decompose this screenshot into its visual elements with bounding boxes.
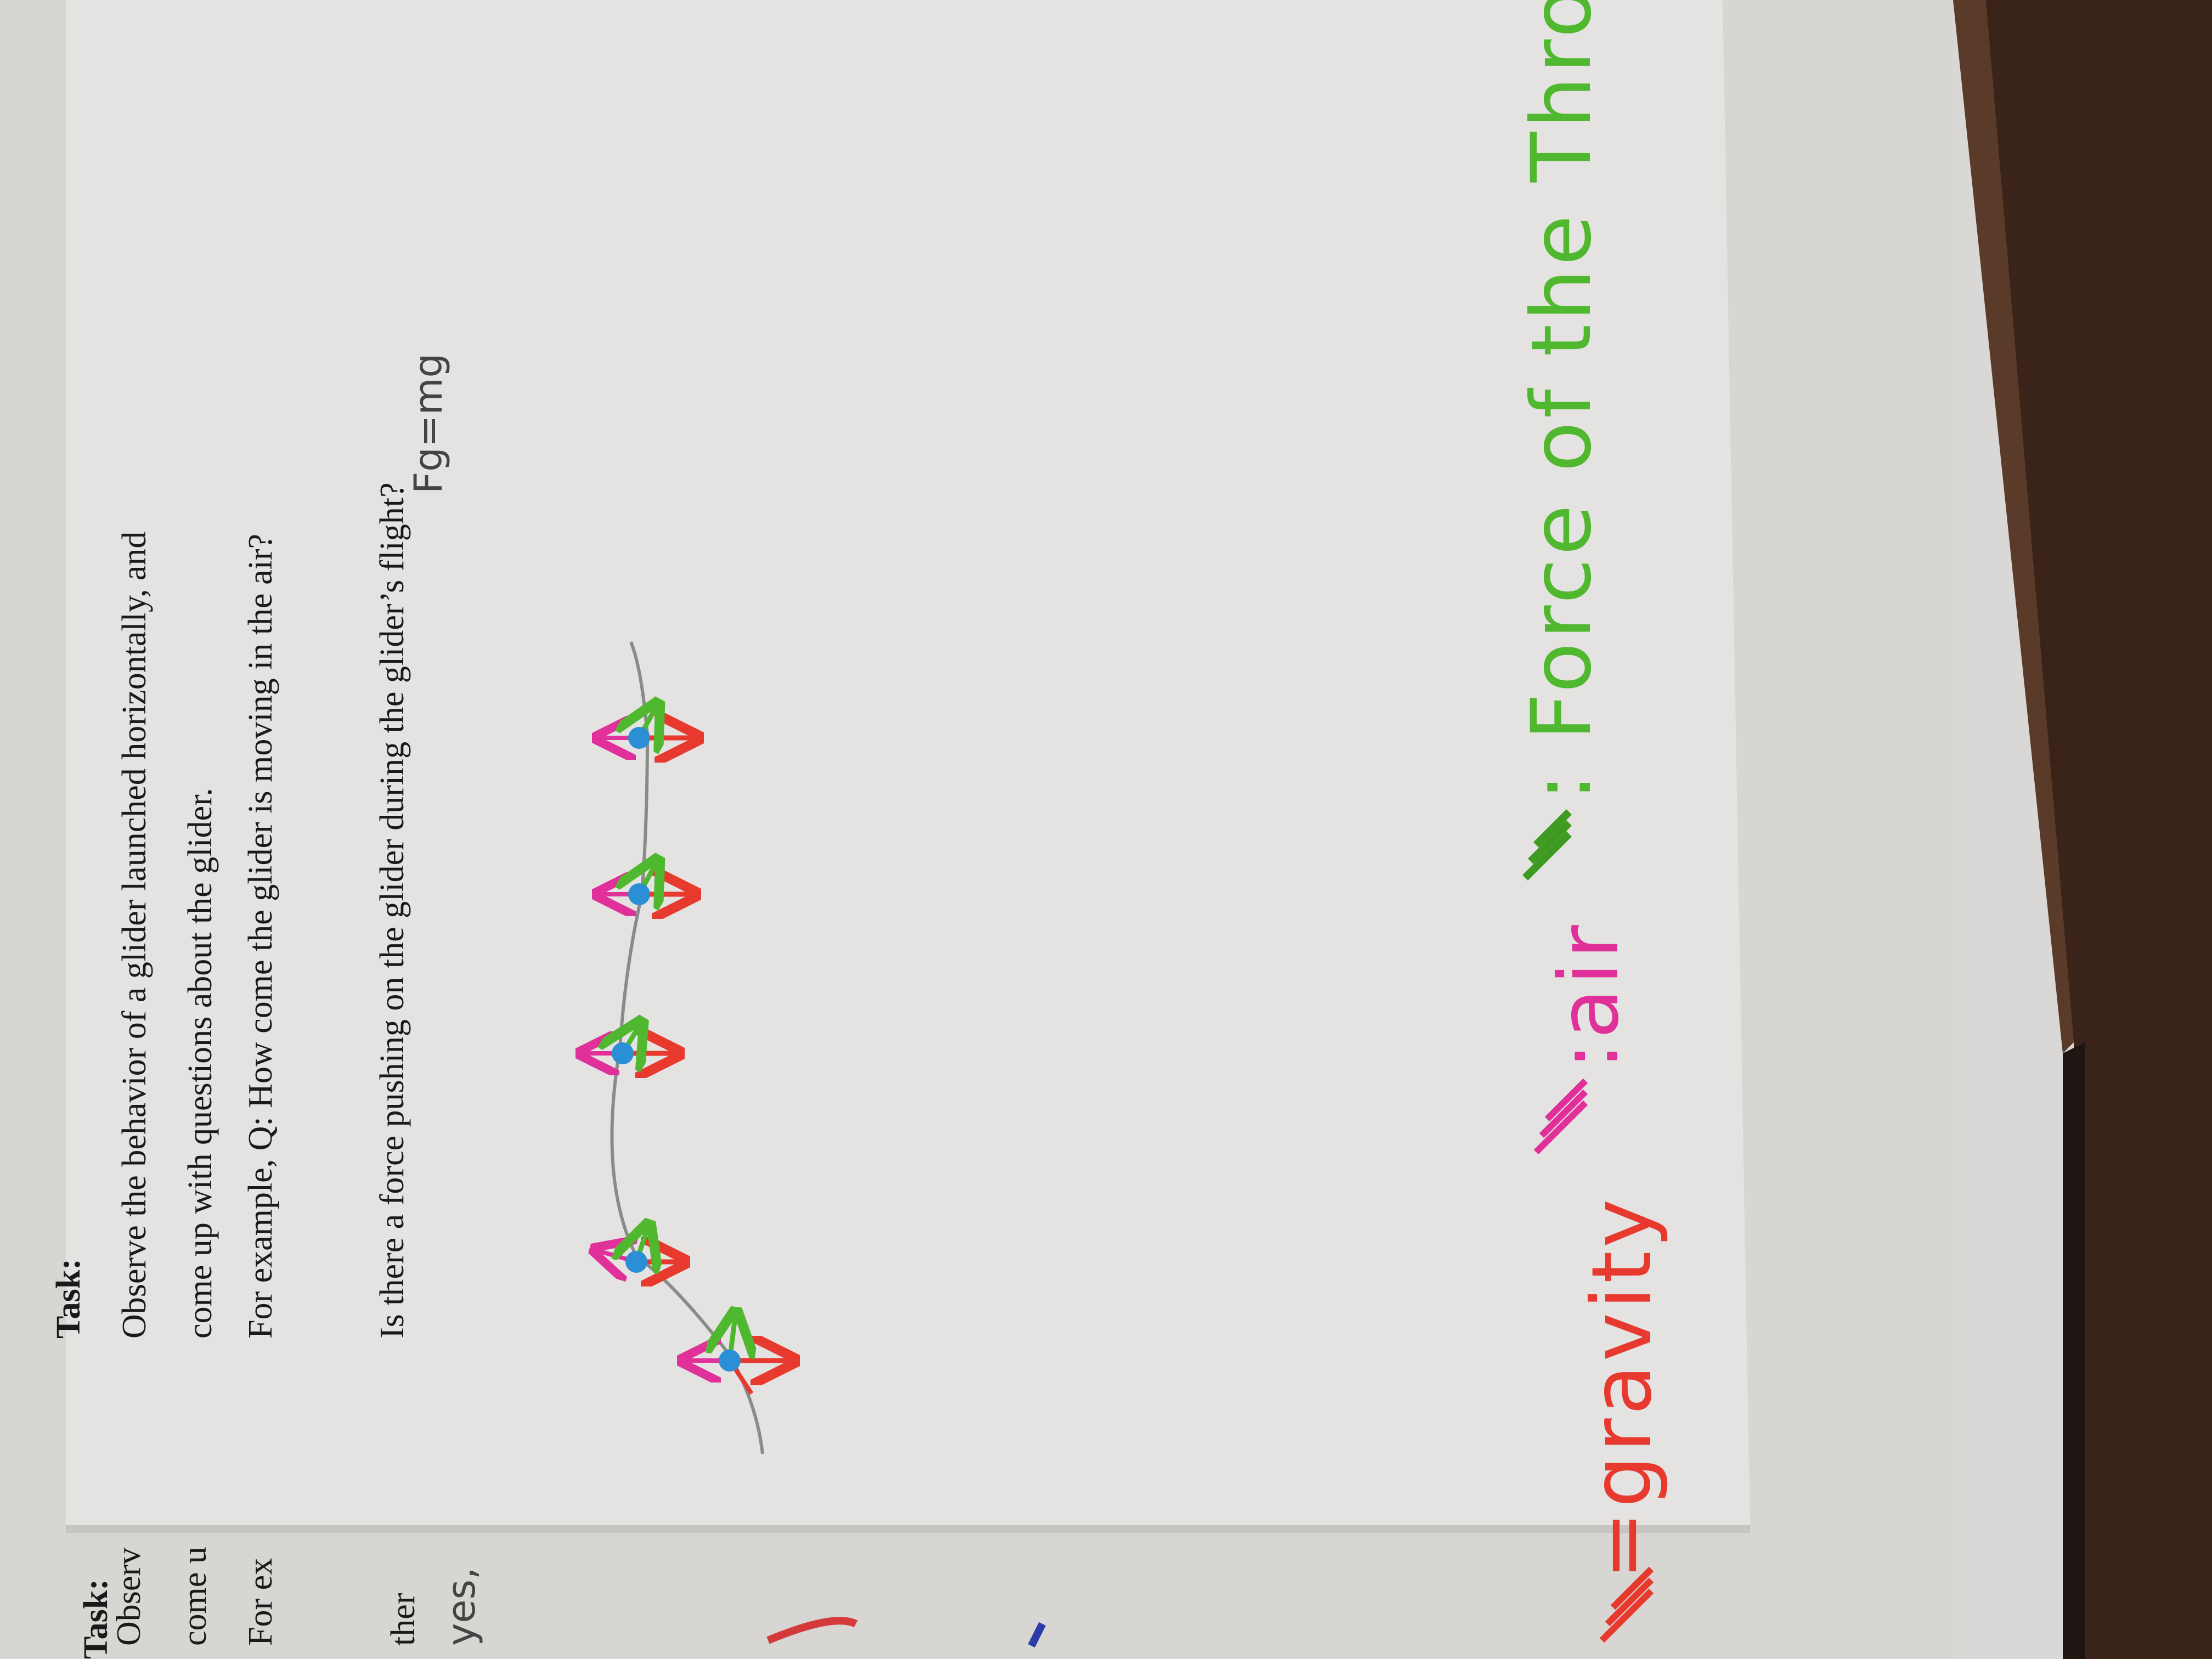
table-edge-shadow xyxy=(2063,1042,2085,1659)
air-swatch xyxy=(1533,1078,1588,1155)
glider-point-2 xyxy=(598,1229,680,1273)
glider-dot xyxy=(628,883,650,905)
throw-label: : Force of the Throw xyxy=(1514,0,1610,801)
glider-dot xyxy=(719,1350,741,1372)
glider-point-5 xyxy=(601,708,694,749)
table-edge xyxy=(1953,0,2074,1053)
front-sheet-shadow xyxy=(66,1525,1750,1533)
glider-dot xyxy=(628,727,650,749)
glider-dot xyxy=(612,1042,634,1064)
glider-dot xyxy=(625,1251,647,1273)
air-label: :air xyxy=(1542,922,1637,1070)
front-sheet xyxy=(66,0,1750,1525)
glider-point-4 xyxy=(601,864,691,905)
gravity-swatch xyxy=(1599,1566,1654,1643)
glider-point-3 xyxy=(584,1026,675,1064)
back-sheet-red-mark xyxy=(766,1617,858,1644)
throw-swatch xyxy=(1522,809,1572,881)
gravity-label: =gravity xyxy=(1575,1195,1670,1580)
back-sheet-blue-mark xyxy=(1028,1622,1046,1648)
glider-point-1 xyxy=(686,1317,790,1395)
